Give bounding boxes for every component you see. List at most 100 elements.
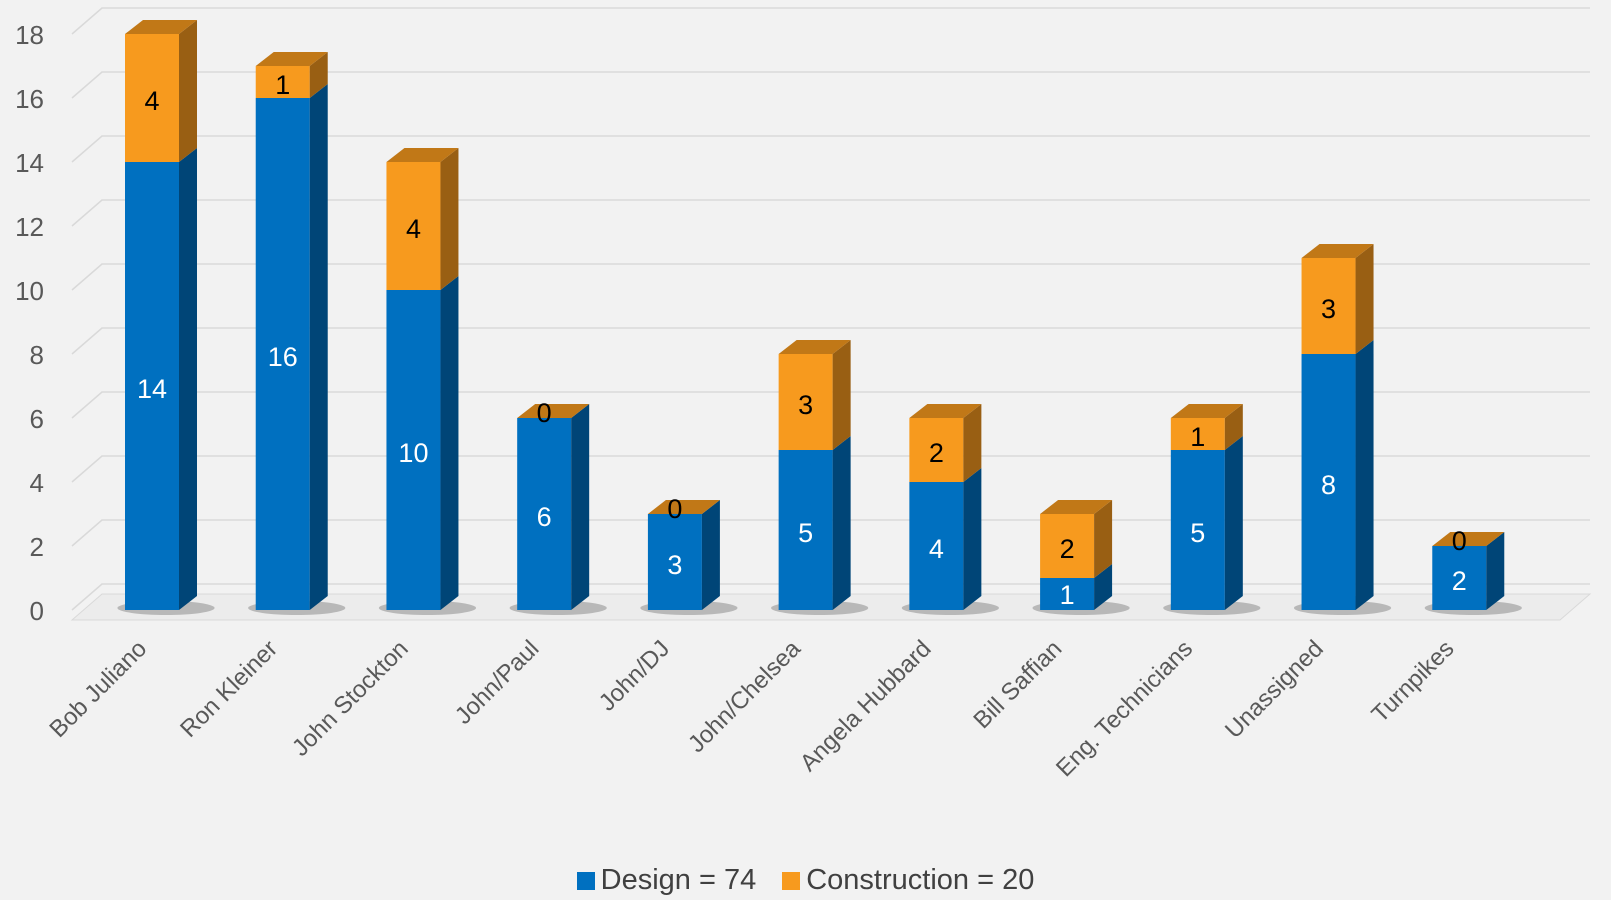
- data-label: 2: [1452, 566, 1467, 596]
- bar-top: [1301, 244, 1374, 258]
- data-label: 1: [1190, 422, 1205, 452]
- data-label: 0: [1452, 526, 1467, 556]
- x-category-label: Eng. Technicians: [1051, 635, 1198, 782]
- bar-top: [1432, 532, 1505, 546]
- data-label: 2: [929, 438, 944, 468]
- bar-segment-side: [1224, 436, 1243, 610]
- bar-segment-front: [909, 418, 964, 482]
- data-label: 5: [798, 518, 813, 548]
- data-label: 4: [406, 214, 421, 244]
- bar-segment-front: [255, 66, 310, 98]
- bar-segment-side: [832, 436, 851, 610]
- y-tick-label: 4: [30, 468, 44, 498]
- bar-top: [1170, 404, 1243, 418]
- data-label: 0: [667, 494, 682, 524]
- bar-segment-side: [309, 84, 328, 610]
- y-tick-label: 12: [15, 212, 44, 242]
- bar-top: [517, 404, 590, 418]
- bar-segment-side: [309, 52, 328, 98]
- legend-item-design: Design = 74: [576, 864, 757, 897]
- data-label: 2: [1060, 534, 1075, 564]
- data-label: 16: [268, 342, 298, 372]
- bar-top: [778, 340, 851, 354]
- bar-segment-front: [386, 290, 441, 610]
- bar-top: [1040, 500, 1113, 514]
- bar-segment-side: [963, 468, 982, 610]
- bar-segment-front: [1040, 514, 1095, 578]
- data-label: 10: [398, 438, 428, 468]
- bar-segment-front: [517, 418, 572, 610]
- bar-segment-front: [909, 482, 964, 610]
- x-category-label: Angela Hubbard: [795, 635, 937, 777]
- bar-segment-side: [963, 404, 982, 482]
- gridline: [71, 455, 1590, 483]
- gridline: [71, 71, 1590, 99]
- data-label: 1: [1060, 580, 1075, 610]
- bar-segment-front: [647, 514, 702, 610]
- bar-segment-side: [1486, 532, 1505, 610]
- bar-segment-front: [1170, 418, 1225, 450]
- x-category-label: John/DJ: [594, 635, 675, 716]
- bar-segment-front: [1170, 450, 1225, 610]
- legend-label-construction: Construction = 20: [806, 864, 1035, 896]
- bar-segment-side: [440, 148, 459, 290]
- bar-segment-front: [778, 450, 833, 610]
- data-label: 5: [1190, 518, 1205, 548]
- y-tick-label: 10: [15, 276, 44, 306]
- data-label: 8: [1321, 470, 1336, 500]
- data-label: 3: [1321, 294, 1336, 324]
- data-label: 6: [537, 502, 552, 532]
- bar-segment-front: [125, 34, 179, 162]
- bar-segment-side: [701, 500, 720, 610]
- gridline: [71, 199, 1590, 227]
- gridline: [71, 7, 1590, 35]
- bar-segment-side: [1355, 340, 1374, 610]
- bar-segment-side: [571, 404, 590, 610]
- bar-segment-front: [255, 98, 310, 610]
- bar-top: [647, 500, 720, 514]
- bar-segment-front: [386, 162, 441, 290]
- bar-segment-side: [1094, 500, 1113, 578]
- bar-segment-front: [778, 354, 833, 450]
- bar-segment-front: [1301, 258, 1356, 354]
- data-label: 3: [798, 390, 813, 420]
- x-category-label: John Stockton: [287, 635, 414, 762]
- bar-segment-side: [179, 20, 197, 162]
- bar-top: [386, 148, 459, 162]
- gridline: [71, 135, 1590, 163]
- bar-segment-side: [1224, 404, 1243, 450]
- data-label: 3: [667, 550, 682, 580]
- bar-segment-side: [832, 340, 851, 450]
- legend-swatch-construction: [782, 871, 801, 890]
- data-label: 14: [137, 374, 167, 404]
- bar-segment-front: [125, 162, 179, 610]
- x-category-label: John/Chelsea: [683, 635, 806, 758]
- legend-label-design: Design = 74: [600, 864, 757, 896]
- data-label: 1: [275, 70, 290, 100]
- bar-segment-front: [1040, 578, 1095, 610]
- gridline: [71, 263, 1590, 291]
- bar-segment-side: [1094, 564, 1113, 610]
- data-label: 4: [929, 534, 944, 564]
- x-category-label: Bob Juliano: [44, 635, 152, 743]
- x-category-label: John/Paul: [450, 635, 545, 730]
- gridline: [71, 391, 1590, 419]
- x-category-label: Bill Saffian: [968, 635, 1067, 734]
- y-tick-label: 8: [30, 340, 44, 370]
- bar-top: [125, 20, 197, 34]
- bar-segment-front: [1301, 354, 1356, 610]
- legend-item-construction: Construction = 20: [782, 864, 1034, 897]
- y-tick-label: 2: [30, 532, 44, 562]
- legend: Design = 74 Construction = 20: [0, 864, 1611, 897]
- data-label: 4: [144, 86, 159, 116]
- x-category-label: Ron Kleiner: [175, 635, 283, 743]
- gridline: [71, 327, 1590, 355]
- bar-segment-side: [440, 276, 459, 610]
- y-tick-label: 18: [15, 20, 44, 50]
- x-category-label: Unassigned: [1220, 635, 1329, 744]
- y-tick-label: 16: [15, 84, 44, 114]
- data-label: 0: [537, 398, 552, 428]
- y-tick-label: 14: [15, 148, 44, 178]
